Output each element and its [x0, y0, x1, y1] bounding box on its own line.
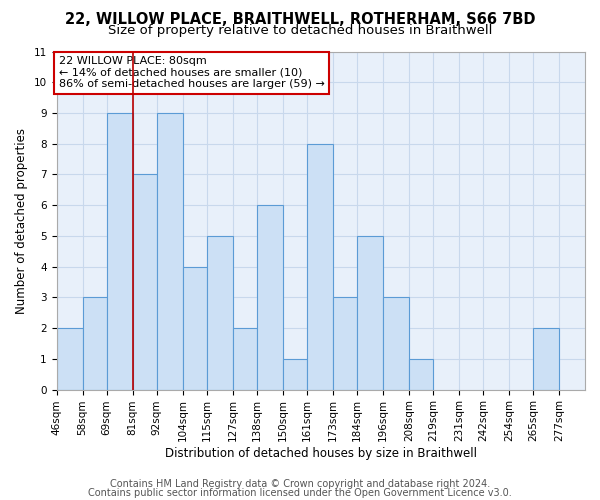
Bar [333, 298, 356, 390]
Bar [409, 359, 433, 390]
X-axis label: Distribution of detached houses by size in Braithwell: Distribution of detached houses by size … [165, 447, 477, 460]
Text: Size of property relative to detached houses in Braithwell: Size of property relative to detached ho… [108, 24, 492, 37]
Bar [356, 236, 383, 390]
Bar [307, 144, 333, 390]
Bar [83, 298, 107, 390]
Bar [206, 236, 233, 390]
Bar [383, 298, 409, 390]
Bar [182, 266, 206, 390]
Y-axis label: Number of detached properties: Number of detached properties [15, 128, 28, 314]
Bar [56, 328, 83, 390]
Bar [533, 328, 559, 390]
Text: 22 WILLOW PLACE: 80sqm
← 14% of detached houses are smaller (10)
86% of semi-det: 22 WILLOW PLACE: 80sqm ← 14% of detached… [59, 56, 325, 90]
Bar [107, 113, 133, 390]
Bar [157, 113, 182, 390]
Bar [283, 359, 307, 390]
Bar [233, 328, 257, 390]
Text: 22, WILLOW PLACE, BRAITHWELL, ROTHERHAM, S66 7BD: 22, WILLOW PLACE, BRAITHWELL, ROTHERHAM,… [65, 12, 535, 28]
Bar [133, 174, 157, 390]
Text: Contains public sector information licensed under the Open Government Licence v3: Contains public sector information licen… [88, 488, 512, 498]
Text: Contains HM Land Registry data © Crown copyright and database right 2024.: Contains HM Land Registry data © Crown c… [110, 479, 490, 489]
Bar [257, 205, 283, 390]
